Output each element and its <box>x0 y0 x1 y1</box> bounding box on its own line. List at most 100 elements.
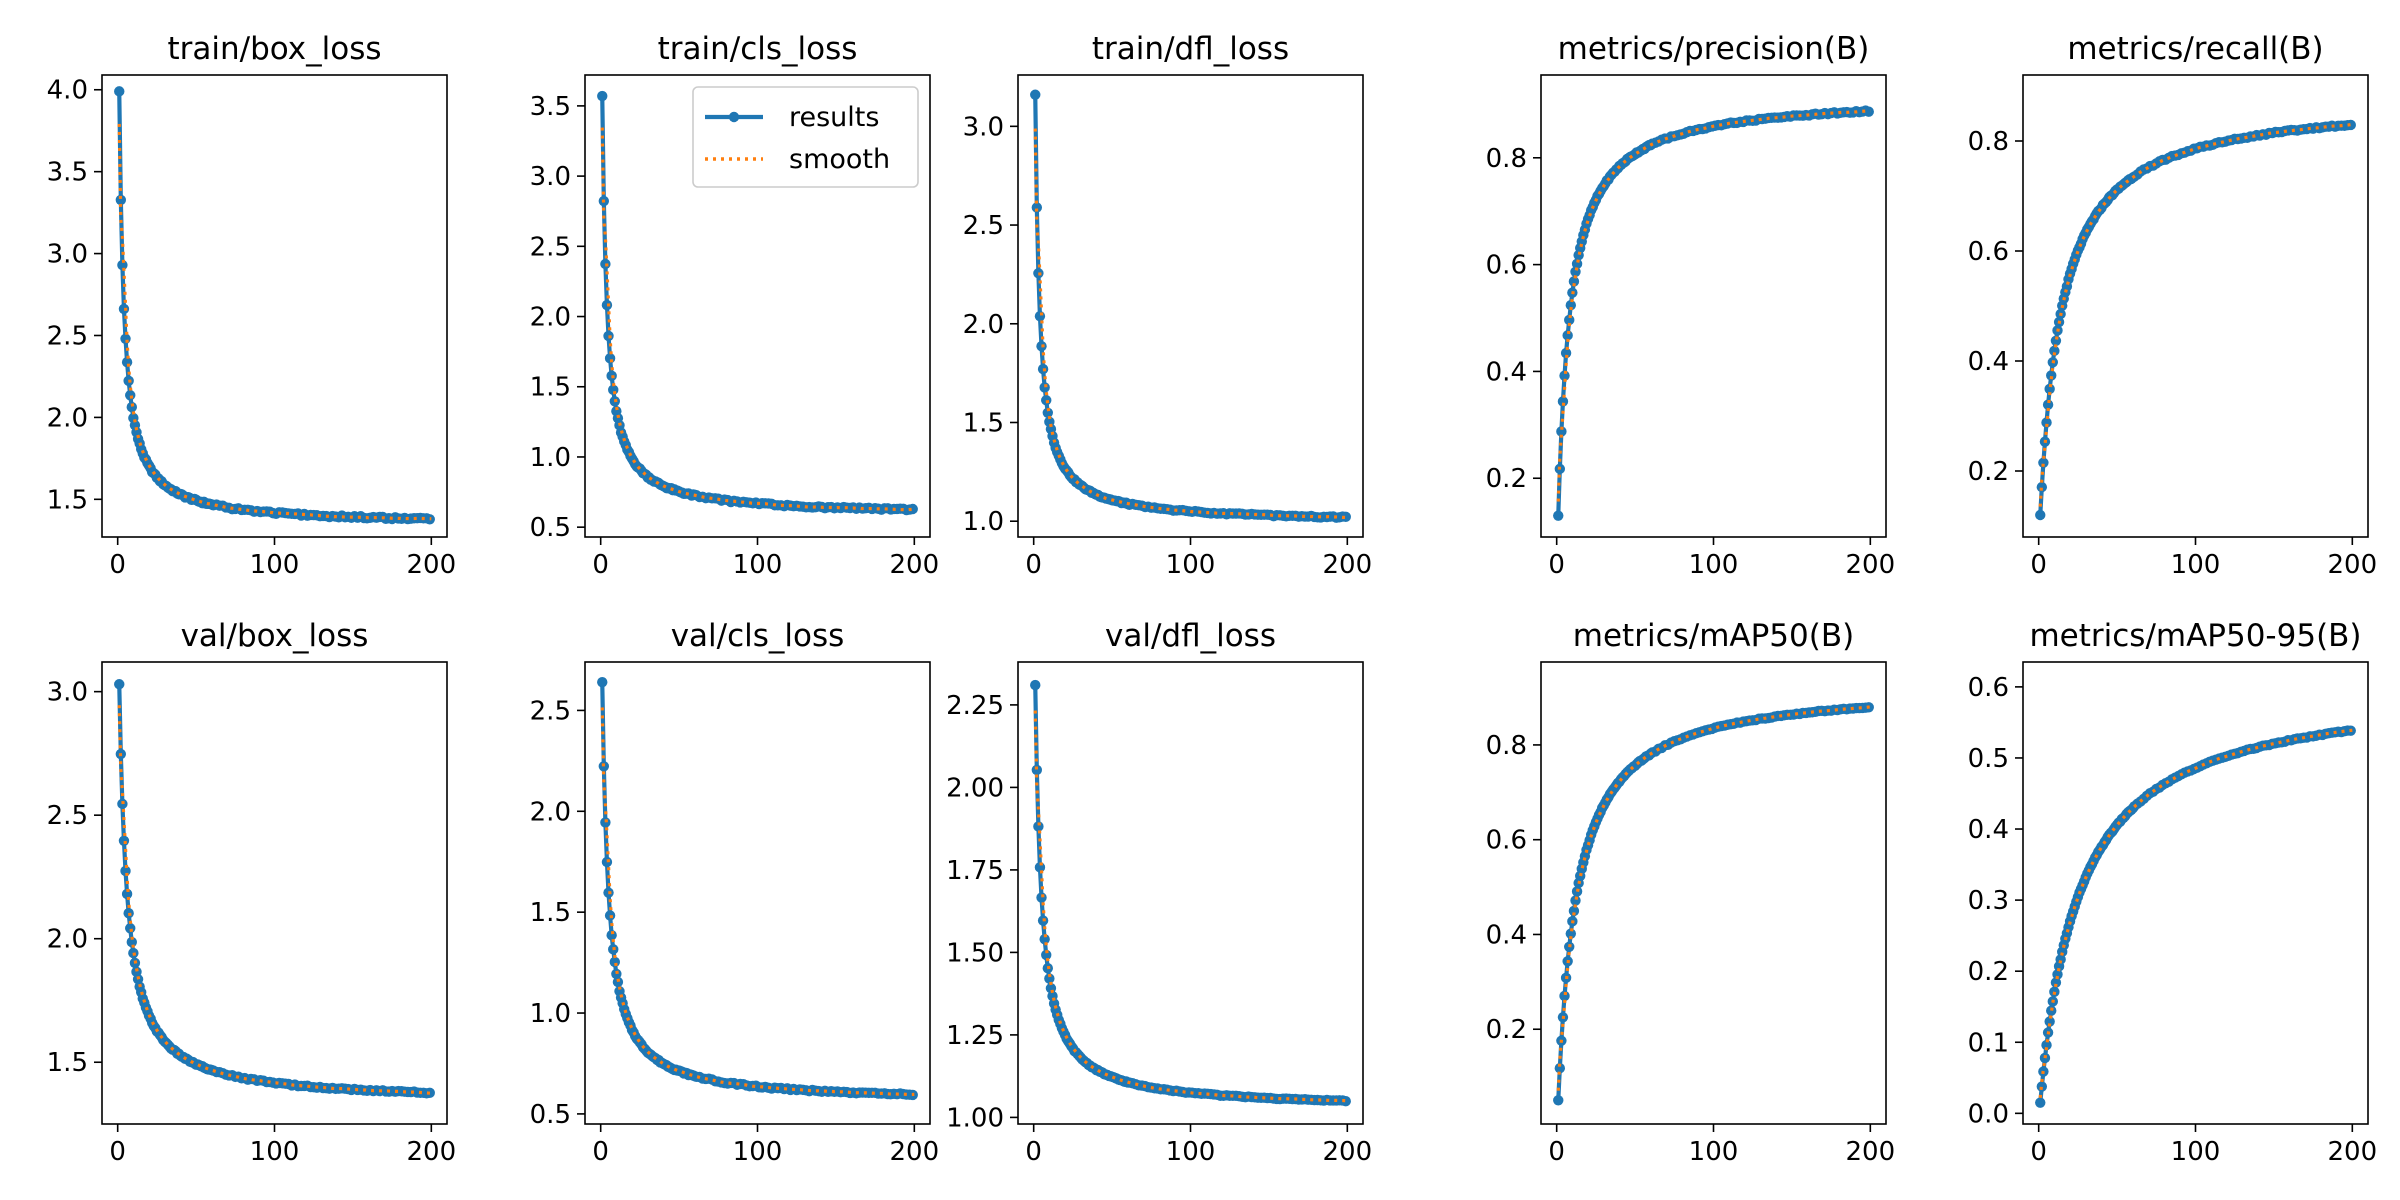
results-line <box>1033 94 1349 520</box>
data-point <box>2046 370 2057 381</box>
y-tick-label: 0.5 <box>530 513 571 543</box>
data-point <box>118 303 130 315</box>
smooth-line <box>117 123 432 521</box>
x-tick-label: 100 <box>250 550 300 580</box>
panel-title: train/dfl_loss <box>1092 31 1289 67</box>
data-point <box>1571 258 1583 270</box>
panel-title: val/dfl_loss <box>1105 618 1276 654</box>
data-point <box>126 401 137 413</box>
data-point <box>907 503 918 515</box>
legend-box <box>692 86 919 188</box>
y-tick-label: 0.2 <box>1486 1015 1527 1045</box>
x-tick-label: 200 <box>2327 1137 2377 1167</box>
plot-area <box>2035 119 2356 521</box>
x-tick-label: 0 <box>1025 1137 1042 1167</box>
data-point <box>1565 928 1577 939</box>
y-tick-label: 2.0 <box>530 303 571 333</box>
smooth-line <box>117 705 432 1095</box>
data-point <box>1565 300 1577 311</box>
plot-area <box>597 676 918 1101</box>
panel-5: val/box_loss 0 100 200 1.5 2.0 2.5 3.0 <box>47 618 456 1167</box>
data-point <box>1560 347 1572 359</box>
x-tick-label: 0 <box>1548 1137 1565 1167</box>
x-tick-label: 200 <box>406 1137 456 1167</box>
data-point <box>115 194 127 206</box>
plot-area <box>1030 89 1351 523</box>
data-point <box>606 930 617 941</box>
data-point <box>121 888 133 900</box>
y-tick-label: 1.0 <box>530 999 571 1029</box>
results-markers <box>597 676 918 1101</box>
plot-area <box>114 86 435 525</box>
results-line <box>117 684 432 1096</box>
y-tick-label: 0.4 <box>1968 815 2009 845</box>
results-line <box>1556 108 1872 516</box>
results-markers <box>2035 119 2356 521</box>
panel-4: metrics/recall(B) 0 100 200 0.2 0.4 0.6 0.8 <box>1968 31 2377 580</box>
data-point <box>118 835 130 846</box>
data-point <box>2041 1039 2052 1051</box>
data-point <box>1568 905 1580 917</box>
data-point <box>2044 1016 2055 1027</box>
y-tick-label: 1.50 <box>946 938 1004 968</box>
x-tick-label: 200 <box>406 550 456 580</box>
y-tick-label: 2.5 <box>530 232 571 262</box>
data-point <box>1553 1095 1564 1106</box>
axes-frame <box>584 661 931 1125</box>
data-point <box>1041 949 1052 961</box>
panel-title: val/box_loss <box>181 618 369 654</box>
results-markers <box>114 679 435 1099</box>
data-point <box>1044 973 1055 984</box>
data-point <box>114 679 125 690</box>
data-point <box>114 86 125 97</box>
panel-6: val/cls_loss 0 100 200 0.5 1.0 1.5 2.0 2.5 <box>530 618 939 1167</box>
y-tick-label: 0.3 <box>1968 886 2009 916</box>
y-tick-label: 0.2 <box>1968 957 2009 987</box>
data-point <box>2035 509 2046 521</box>
data-point <box>597 90 608 102</box>
y-tick-label: 2.5 <box>47 321 88 351</box>
data-point <box>1570 895 1581 906</box>
x-tick-label: 200 <box>889 550 939 580</box>
y-tick-label: 3.5 <box>47 158 88 188</box>
data-point <box>2044 383 2055 395</box>
y-tick-label: 0.6 <box>1968 673 2009 703</box>
x-tick-label: 0 <box>592 550 609 580</box>
data-point <box>1031 764 1043 776</box>
x-tick-label: 0 <box>2030 1137 2047 1167</box>
y-tick-label: 0.4 <box>1486 920 1527 950</box>
smooth-line <box>1033 128 1348 520</box>
y-tick-label: 0.5 <box>1968 744 2009 774</box>
plot-area <box>114 679 435 1099</box>
smooth-line <box>1033 710 1348 1103</box>
data-point <box>2042 399 2054 410</box>
data-point <box>2050 335 2062 346</box>
data-point <box>612 976 624 988</box>
x-tick-label: 0 <box>109 1137 126 1167</box>
data-point <box>2041 417 2052 428</box>
results-markers <box>114 86 435 525</box>
x-tick-label: 100 <box>250 1137 300 1167</box>
results-markers <box>2035 725 2356 1108</box>
data-point <box>2046 1005 2057 1016</box>
y-tick-label: 2.5 <box>47 801 88 831</box>
data-point <box>1553 510 1564 521</box>
plot-area <box>2035 725 2356 1108</box>
y-tick-label: 2.0 <box>963 310 1004 340</box>
data-point <box>1033 821 1044 832</box>
panel-9: metrics/mAP50-95(B) 0 100 200 0.0 0.1 0.2 0.3 0.… <box>1968 618 2377 1167</box>
panel-title: metrics/recall(B) <box>2067 31 2323 67</box>
x-tick-label: 200 <box>1322 1137 1372 1167</box>
y-tick-label: 2.25 <box>946 691 1004 721</box>
y-tick-label: 0.0 <box>1968 1099 2009 1129</box>
x-tick-label: 100 <box>1166 550 1216 580</box>
data-point <box>597 676 608 688</box>
y-tick-label: 1.5 <box>963 408 1004 438</box>
y-tick-label: 0.4 <box>1486 357 1527 387</box>
panel-title: train/box_loss <box>167 31 381 67</box>
data-point <box>2050 977 2062 988</box>
x-tick-label: 200 <box>2327 550 2377 580</box>
data-point <box>2038 457 2049 468</box>
y-tick-label: 0.2 <box>1968 457 2009 487</box>
results-line <box>117 91 432 522</box>
